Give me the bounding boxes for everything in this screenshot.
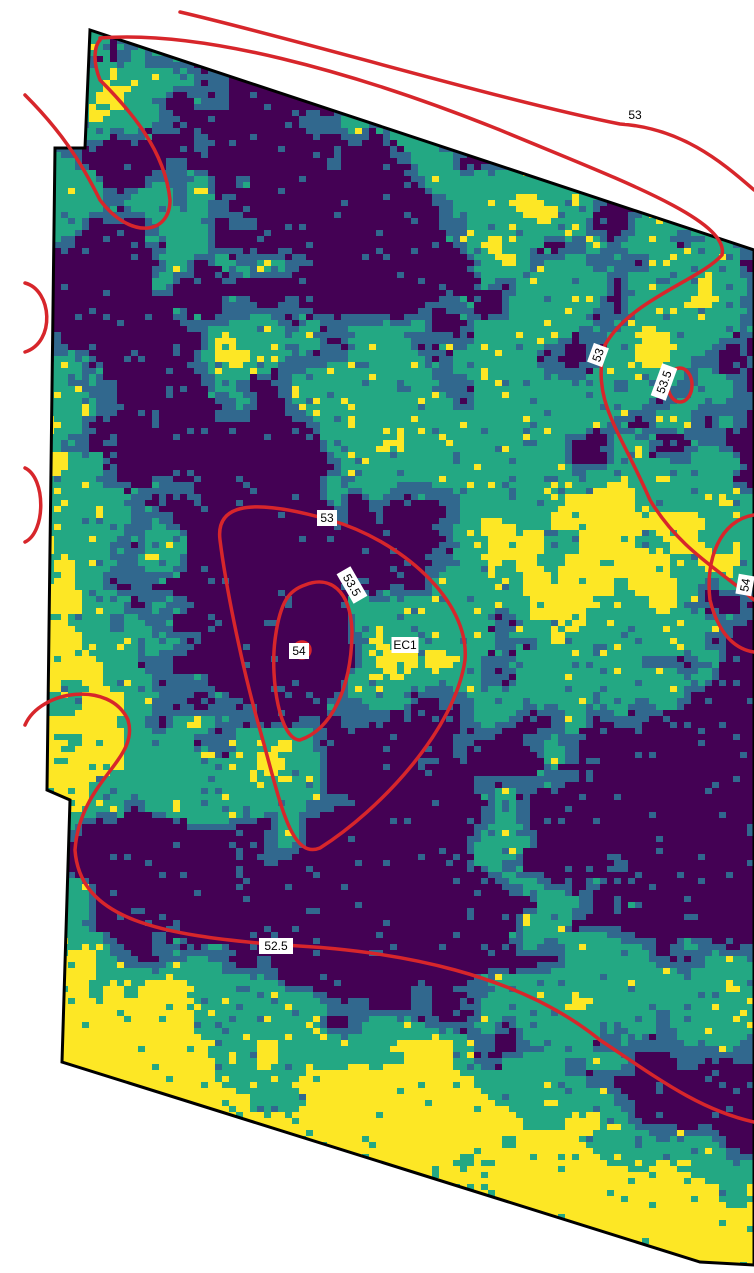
field-map: 535353.55353.5545452.5EC1 [0,0,754,1273]
label: 54 [289,643,309,659]
contour-label: 53 [628,108,642,122]
contour-line [25,283,47,352]
contour-label: 54 [737,577,753,593]
contour-label: 53 [320,511,334,525]
point-label: EC1 [393,638,417,652]
label: 53 [317,510,337,526]
label: 52.5 [259,938,293,954]
contour-label: 54 [292,644,306,658]
label: EC1 [392,637,419,653]
contour-label: 52.5 [264,939,288,953]
contour-line [25,468,41,542]
label: 53 [625,107,645,123]
